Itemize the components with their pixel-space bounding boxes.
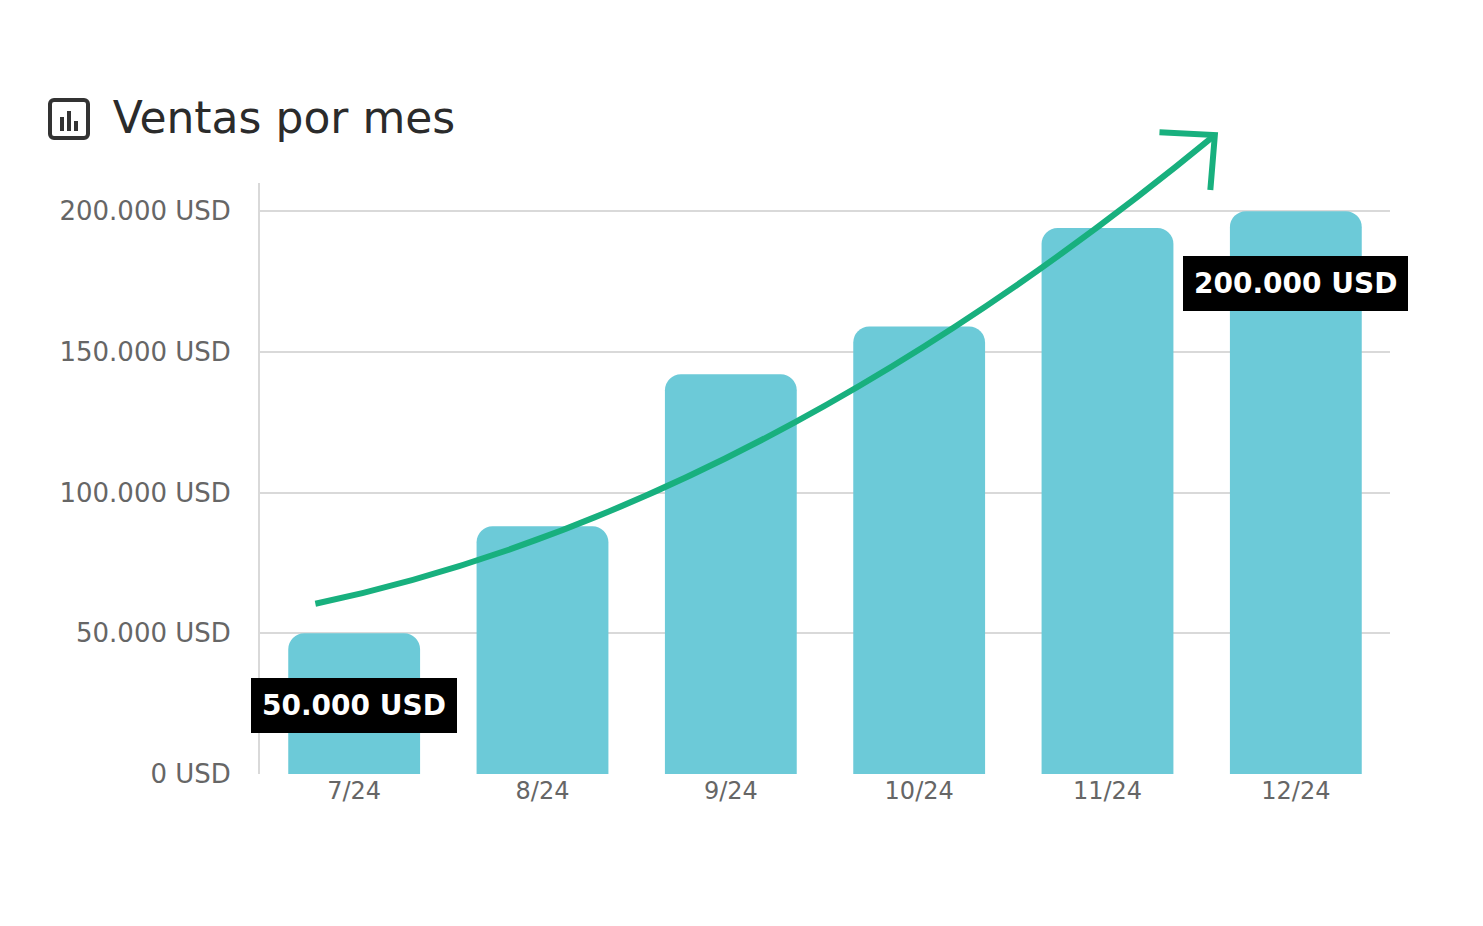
svg-text:0 USD: 0 USD [150, 759, 230, 789]
svg-text:50.000 USD: 50.000 USD [76, 618, 231, 648]
svg-text:7/24: 7/24 [327, 777, 381, 805]
svg-text:100.000 USD: 100.000 USD [59, 478, 230, 508]
svg-text:10/24: 10/24 [885, 777, 954, 805]
svg-text:12/24: 12/24 [1261, 777, 1330, 805]
svg-text:9/24: 9/24 [704, 777, 758, 805]
svg-text:200.000 USD: 200.000 USD [59, 196, 230, 226]
svg-text:150.000 USD: 150.000 USD [59, 337, 230, 367]
svg-text:50.000 USD: 50.000 USD [262, 689, 446, 722]
svg-text:8/24: 8/24 [516, 777, 570, 805]
svg-text:Ventas por mes: Ventas por mes [113, 92, 456, 143]
svg-text:200.000 USD: 200.000 USD [1194, 267, 1397, 300]
svg-text:11/24: 11/24 [1073, 777, 1142, 805]
